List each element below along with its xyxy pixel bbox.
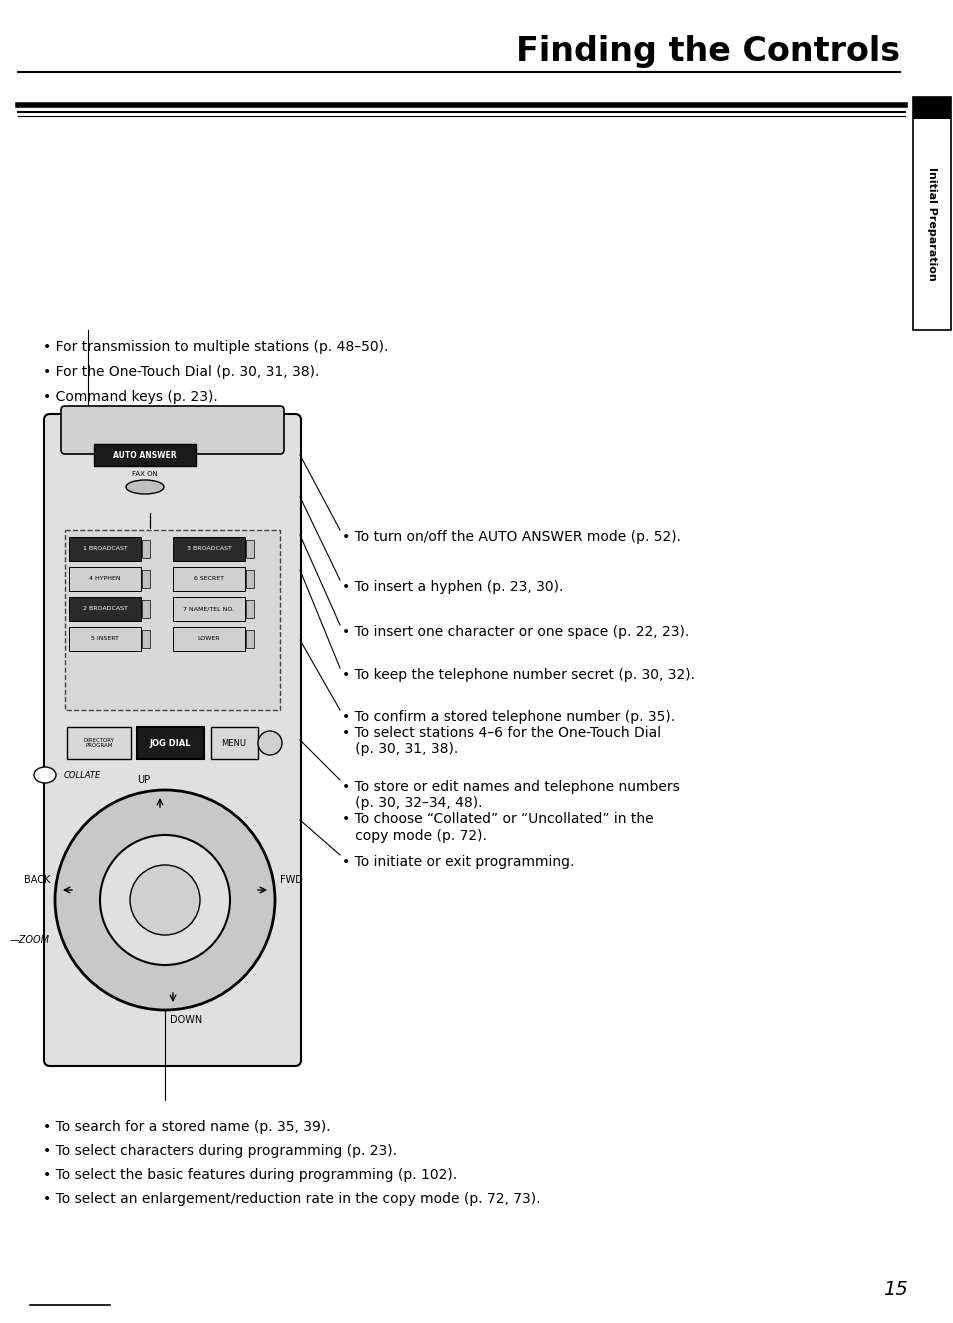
- Bar: [65, 531, 280, 710]
- FancyBboxPatch shape: [61, 406, 284, 454]
- Bar: [246, 570, 253, 587]
- FancyBboxPatch shape: [211, 728, 257, 759]
- Text: COLLATE: COLLATE: [64, 770, 101, 779]
- Text: JOG DIAL: JOG DIAL: [149, 738, 191, 747]
- Text: 6 SECRET: 6 SECRET: [193, 577, 224, 582]
- Text: • To keep the telephone number secret (p. 30, 32).: • To keep the telephone number secret (p…: [341, 668, 695, 681]
- Text: • To initiate or exit programming.: • To initiate or exit programming.: [341, 855, 574, 869]
- Circle shape: [55, 790, 274, 1009]
- FancyBboxPatch shape: [172, 568, 245, 591]
- Text: • To store or edit names and telephone numbers
   (p. 30, 32–34, 48).
• To choos: • To store or edit names and telephone n…: [341, 781, 679, 843]
- Bar: [142, 540, 150, 558]
- Text: 4 HYPHEN: 4 HYPHEN: [89, 577, 121, 582]
- FancyBboxPatch shape: [94, 445, 195, 466]
- Text: Initial Preparation: Initial Preparation: [926, 167, 936, 280]
- Text: UP: UP: [136, 775, 150, 785]
- Text: BACK: BACK: [24, 875, 50, 885]
- FancyBboxPatch shape: [69, 537, 141, 561]
- Text: |: |: [148, 513, 152, 529]
- Bar: [246, 540, 253, 558]
- Circle shape: [100, 835, 230, 964]
- Text: 2 BROADCAST: 2 BROADCAST: [83, 606, 128, 611]
- FancyBboxPatch shape: [172, 537, 245, 561]
- Text: • To insert one character or one space (p. 22, 23).: • To insert one character or one space (…: [341, 624, 688, 639]
- Bar: [246, 630, 253, 648]
- Text: —ZOOM: —ZOOM: [10, 935, 50, 945]
- Text: 15: 15: [882, 1279, 906, 1299]
- Bar: [912, 97, 950, 329]
- Text: FAX ON: FAX ON: [132, 471, 157, 478]
- Ellipse shape: [126, 480, 164, 493]
- Bar: [142, 630, 150, 648]
- Ellipse shape: [34, 767, 56, 783]
- Text: • For the One-Touch Dial (p. 30, 31, 38).: • For the One-Touch Dial (p. 30, 31, 38)…: [43, 365, 319, 378]
- Text: • To select the basic features during programming (p. 102).: • To select the basic features during pr…: [43, 1168, 456, 1181]
- Text: • To select an enlargement/reduction rate in the copy mode (p. 72, 73).: • To select an enlargement/reduction rat…: [43, 1192, 540, 1207]
- Text: LOWER: LOWER: [197, 636, 220, 642]
- Text: • For transmission to multiple stations (p. 48–50).: • For transmission to multiple stations …: [43, 340, 388, 355]
- FancyBboxPatch shape: [172, 627, 245, 651]
- Text: 1 BROADCAST: 1 BROADCAST: [83, 546, 128, 552]
- Text: Finding the Controls: Finding the Controls: [516, 34, 899, 67]
- FancyBboxPatch shape: [69, 627, 141, 651]
- FancyBboxPatch shape: [69, 568, 141, 591]
- Text: • To select characters during programming (p. 23).: • To select characters during programmin…: [43, 1144, 396, 1158]
- Circle shape: [130, 865, 200, 935]
- FancyBboxPatch shape: [172, 597, 245, 620]
- Text: 3 BROADCAST: 3 BROADCAST: [187, 546, 232, 552]
- Text: • To turn on/off the AUTO ANSWER mode (p. 52).: • To turn on/off the AUTO ANSWER mode (p…: [341, 531, 680, 544]
- FancyBboxPatch shape: [69, 597, 141, 620]
- Text: DOWN: DOWN: [170, 1015, 202, 1025]
- Bar: [912, 97, 950, 119]
- Text: DIRECTORY
PROGRAM: DIRECTORY PROGRAM: [84, 738, 114, 749]
- FancyBboxPatch shape: [44, 414, 301, 1066]
- Text: • To insert a hyphen (p. 23, 30).: • To insert a hyphen (p. 23, 30).: [341, 579, 563, 594]
- FancyBboxPatch shape: [67, 728, 131, 759]
- Bar: [142, 601, 150, 618]
- Text: • Command keys (p. 23).: • Command keys (p. 23).: [43, 390, 217, 404]
- Text: • To confirm a stored telephone number (p. 35).
• To select stations 4–6 for the: • To confirm a stored telephone number (…: [341, 710, 675, 757]
- Text: • To search for a stored name (p. 35, 39).: • To search for a stored name (p. 35, 39…: [43, 1121, 331, 1134]
- Bar: [142, 570, 150, 587]
- Text: MENU: MENU: [221, 738, 246, 747]
- Text: FWD: FWD: [280, 875, 302, 885]
- Text: AUTO ANSWER: AUTO ANSWER: [113, 451, 176, 459]
- Text: 7 NAME/TEL NO.: 7 NAME/TEL NO.: [183, 606, 234, 611]
- Text: 5 INSERT: 5 INSERT: [91, 636, 119, 642]
- Circle shape: [257, 732, 282, 755]
- FancyBboxPatch shape: [137, 728, 204, 759]
- Bar: [246, 601, 253, 618]
